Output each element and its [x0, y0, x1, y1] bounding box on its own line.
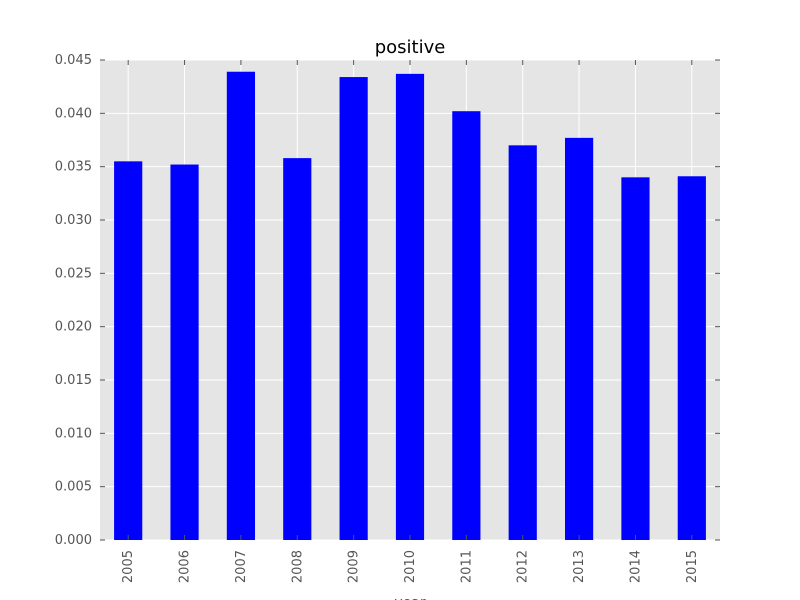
bar [508, 145, 537, 541]
y-axis-ticks: 0.000 0.005 0.010 0.015 0.020 0.025 0.030 0.035… [55, 53, 720, 548]
x-tick-label: 2012 [516, 550, 531, 583]
x-tick-label: 2007 [234, 550, 249, 583]
bars [114, 71, 706, 541]
y-tick-label: 0.000 [55, 533, 92, 548]
x-tick-label: 2005 [121, 550, 136, 583]
x-tick-label: 2013 [572, 550, 587, 583]
y-tick-label: 0.025 [55, 266, 92, 281]
y-tick-label: 0.030 [55, 213, 92, 228]
bar [565, 137, 594, 540]
bar [677, 176, 706, 540]
x-tick-label: 2010 [403, 550, 418, 583]
bar [339, 77, 368, 541]
x-tick-label: 2009 [347, 550, 362, 583]
y-tick-label: 0.035 [55, 160, 92, 175]
y-tick-label: 0.045 [55, 53, 92, 68]
bar [283, 158, 312, 540]
y-tick-label: 0.005 [55, 480, 92, 495]
bar [621, 177, 650, 541]
bar [395, 73, 425, 540]
x-axis-ticks: 2005 2006 2007 2008 2009 2010 2011 2012 2013 2014… [121, 60, 700, 583]
y-tick-label: 0.020 [55, 320, 92, 335]
bar [226, 71, 255, 540]
x-tick-label: 2014 [628, 550, 643, 583]
bar [114, 161, 143, 541]
x-axis-label: year [394, 595, 425, 600]
x-tick-label: 2008 [290, 550, 305, 583]
x-tick-label: 2006 [178, 550, 193, 583]
y-tick-label: 0.040 [55, 106, 92, 121]
y-tick-label: 0.010 [55, 426, 92, 441]
chart-title: positive [375, 37, 446, 58]
y-tick-label: 0.015 [55, 373, 92, 388]
x-tick-label: 2015 [685, 550, 700, 583]
bar [452, 111, 481, 540]
x-tick-label: 2011 [459, 550, 474, 583]
bar [170, 164, 199, 541]
